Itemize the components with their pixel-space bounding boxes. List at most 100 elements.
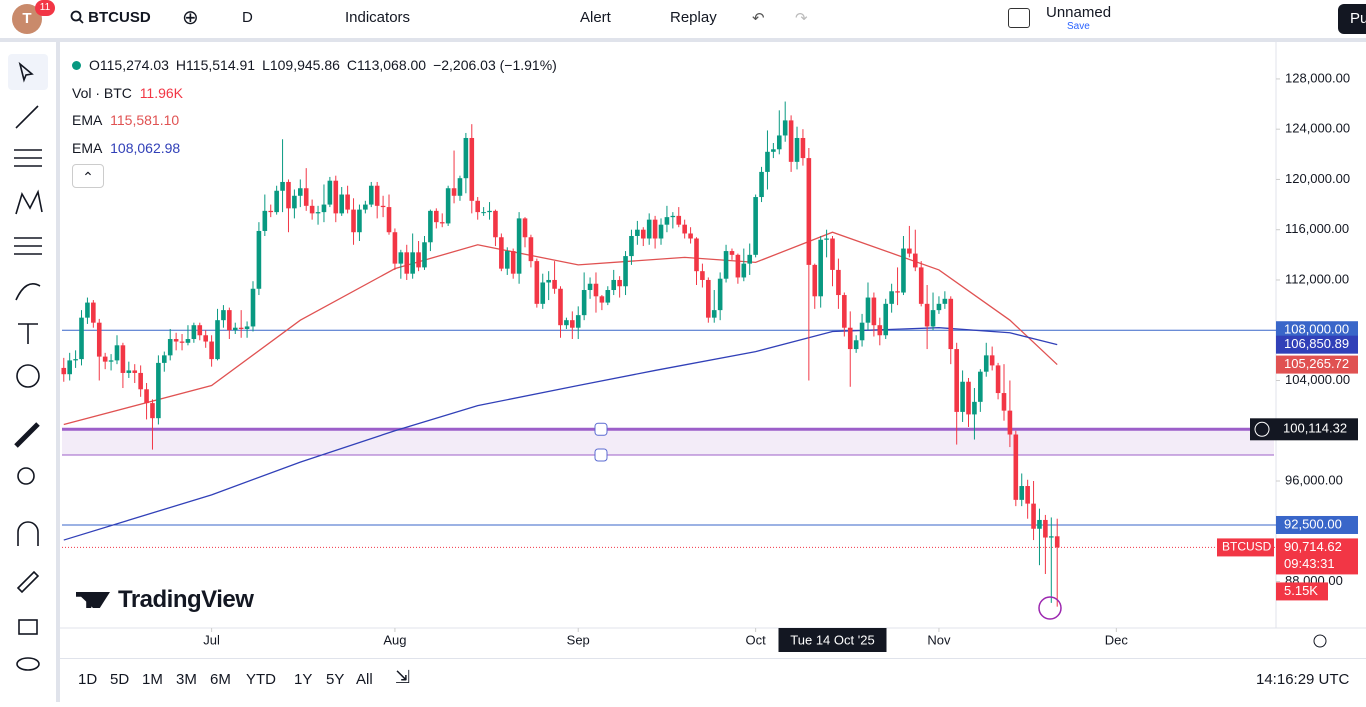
candle-body <box>1037 519 1042 529</box>
range-button[interactable]: 6M <box>210 671 231 688</box>
candle <box>924 284 930 350</box>
candle <box>907 225 912 258</box>
lock-draw-tool[interactable] <box>16 570 40 594</box>
candle-body <box>605 290 611 303</box>
candle-body <box>262 210 268 231</box>
candle <box>818 235 823 308</box>
candle-body <box>327 180 333 205</box>
candle <box>510 248 516 279</box>
candle <box>540 273 546 309</box>
range-button[interactable]: 1D <box>78 671 98 688</box>
cursor-tool[interactable] <box>18 61 34 83</box>
candle <box>1025 479 1030 519</box>
candle <box>481 207 486 216</box>
forecast-tool[interactable] <box>14 237 42 255</box>
line-tool[interactable] <box>15 105 39 129</box>
candle-body <box>694 238 699 272</box>
indicators[interactable]: Indicators <box>345 9 410 26</box>
candle-body <box>1025 486 1030 504</box>
layout-icon[interactable] <box>1008 8 1030 28</box>
range-button[interactable]: 3M <box>176 671 197 688</box>
x-tick-label: Aug <box>383 632 406 647</box>
candle-body <box>842 295 847 328</box>
emoji-tool[interactable] <box>16 364 40 388</box>
collapse-legend[interactable]: ⌃ <box>72 164 104 188</box>
candle <box>339 186 344 216</box>
candle <box>581 272 587 321</box>
candle <box>871 292 877 337</box>
candle-body <box>688 233 693 239</box>
candle <box>380 195 386 218</box>
replay-icon[interactable] <box>1038 596 1062 620</box>
candle-body <box>416 252 421 268</box>
candle-body <box>652 219 658 239</box>
candle <box>617 276 622 298</box>
candle <box>954 342 959 445</box>
magnet-tool[interactable] <box>17 521 39 546</box>
replay[interactable]: Replay <box>670 9 717 26</box>
hide-tool[interactable] <box>16 657 40 671</box>
pattern-tool[interactable] <box>15 189 43 215</box>
candle-body <box>73 359 78 361</box>
candle <box>416 241 421 272</box>
candle-body <box>428 210 433 243</box>
settings-icon[interactable] <box>1313 634 1327 648</box>
candle <box>711 290 717 323</box>
redo[interactable]: ↷ <box>795 10 808 27</box>
candle-body <box>321 204 327 213</box>
range-button[interactable]: All <box>356 671 373 688</box>
candle-body <box>244 326 250 329</box>
candle-body <box>298 188 303 196</box>
candle <box>800 129 806 166</box>
candle <box>1007 380 1013 448</box>
price-label-bg <box>1276 515 1358 534</box>
interval[interactable]: D <box>242 9 253 26</box>
candle-body <box>587 283 593 291</box>
candle-body <box>788 120 794 162</box>
date-range-picker[interactable]: ⇲ <box>395 667 411 687</box>
candle-body <box>907 248 912 254</box>
symbol-text: BTCUSD <box>88 9 151 26</box>
range-button[interactable]: 1M <box>142 671 163 688</box>
alert[interactable]: Alert <box>580 9 611 26</box>
range-button[interactable]: 5D <box>110 671 130 688</box>
candle-body <box>499 237 504 269</box>
candle <box>434 208 439 229</box>
candle <box>664 205 670 233</box>
price-label-bg <box>1276 321 1358 340</box>
candle-body <box>534 261 540 304</box>
clock[interactable]: 14:16:29 UTC <box>1256 671 1350 688</box>
brush-tool[interactable] <box>15 283 41 301</box>
candle <box>457 175 463 201</box>
candle <box>357 204 362 242</box>
candle-body <box>351 209 356 233</box>
text-tool[interactable] <box>18 323 38 344</box>
zoom-tool[interactable] <box>17 467 35 485</box>
candle <box>824 229 829 258</box>
layout-name[interactable]: Unnamed <box>1046 4 1112 21</box>
save[interactable]: Save <box>1067 21 1090 32</box>
fib-tool[interactable] <box>14 149 42 167</box>
zone-handle[interactable] <box>594 422 608 436</box>
candle <box>268 204 274 218</box>
candle <box>73 350 78 368</box>
zone-handle[interactable] <box>594 448 608 462</box>
ema-label-bg <box>1276 335 1358 354</box>
range-button[interactable]: 1Y <box>294 671 313 688</box>
top-toolbar: T 11 BTCUSD ⊕ D Indicators Alert Replay … <box>0 0 1366 42</box>
add-symbol[interactable]: ⊕ <box>182 7 199 29</box>
candle-body <box>599 296 605 303</box>
candle-body <box>150 403 155 419</box>
undo[interactable]: ↶ <box>752 10 765 27</box>
candle <box>700 263 705 288</box>
candle <box>351 198 356 245</box>
candle-body <box>771 149 776 152</box>
indicators-text: Indicators <box>345 9 411 26</box>
range-button[interactable]: YTD <box>246 671 276 688</box>
candle <box>451 150 457 204</box>
ruler-tool[interactable] <box>14 422 40 448</box>
lock-tool[interactable] <box>18 619 38 635</box>
range-button[interactable]: 5Y <box>326 671 345 688</box>
symbol[interactable]: BTCUSD <box>70 9 151 26</box>
publish[interactable]: Pu <box>1338 4 1366 34</box>
